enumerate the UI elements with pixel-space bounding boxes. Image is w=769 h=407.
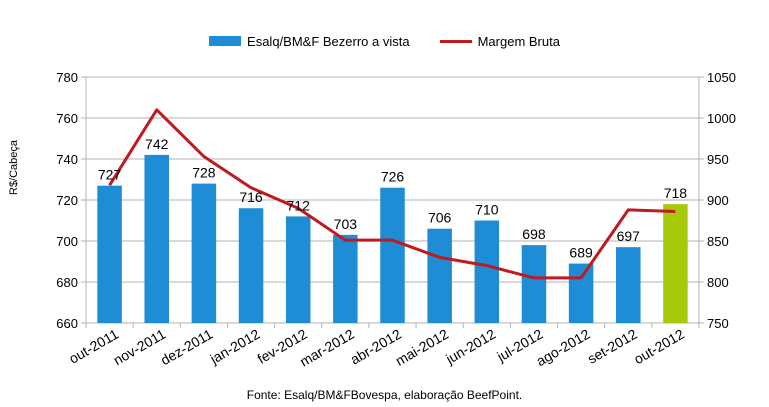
x-tick-label: set-2012 [585, 326, 640, 367]
x-tick-label: dez-2011 [158, 326, 216, 369]
bar [191, 183, 217, 323]
legend-bar-swatch [209, 36, 242, 46]
x-tick-label: out-2012 [631, 326, 687, 368]
bar [285, 216, 311, 323]
bar [97, 185, 122, 323]
bar-data-label: 712 [287, 197, 311, 213]
y2-tick-label: 800 [707, 275, 729, 290]
bar [521, 245, 547, 323]
series-line-margem-bruta [108, 108, 676, 280]
legend-item-bars: Esalq/BM&F Bezerro a vista [209, 34, 410, 49]
y-tick-label: 740 [56, 152, 78, 167]
bar-data-label: 697 [617, 228, 641, 244]
x-tick-label: ago-2012 [533, 326, 592, 370]
x-tick-label: mai-2012 [393, 326, 452, 369]
chart-legend: Esalq/BM&F Bezerro a vista Margem Bruta [0, 31, 769, 51]
legend-line-label: Margem Bruta [477, 33, 560, 49]
x-tick-label: jun-2012 [442, 326, 498, 368]
y2-tick-label: 850 [707, 234, 729, 249]
y-tick-label: 720 [56, 193, 78, 208]
legend-bar-label: Esalq/BM&F Bezerro a vista [247, 33, 410, 49]
bar [663, 204, 688, 323]
legend-line-swatch [439, 39, 472, 43]
bar-data-label: 703 [334, 216, 358, 232]
bar [616, 247, 641, 323]
bar-data-label: 698 [522, 226, 546, 242]
bar-data-label: 728 [192, 165, 216, 181]
bar-data-label: 742 [145, 136, 169, 152]
bar [238, 208, 264, 323]
bar-data-label: 689 [569, 245, 593, 261]
bar [144, 154, 169, 323]
y2-tick-label: 1000 [707, 111, 736, 126]
bar-data-label: 706 [428, 210, 452, 226]
x-tick-label: mar-2012 [297, 326, 357, 370]
y-tick-label: 680 [56, 275, 78, 290]
bar-data-label: 716 [239, 189, 263, 205]
bar [474, 220, 500, 323]
bar-data-label: 710 [475, 202, 499, 218]
bar-data-label: 726 [381, 169, 405, 185]
bar [427, 228, 452, 323]
bar [333, 234, 358, 323]
bar [568, 263, 594, 323]
legend-item-line: Margem Bruta [439, 33, 560, 49]
bar-data-label: 727 [98, 167, 122, 183]
y-tick-label: 660 [56, 316, 78, 331]
x-tick-label: nov-2011 [111, 326, 169, 369]
y2-tick-label: 900 [707, 193, 729, 208]
bar [380, 187, 405, 323]
source-note: Fonte: Esalq/BM&FBovespa, elaboração Bee… [246, 388, 523, 402]
y2-tick-label: 750 [707, 316, 729, 331]
bar-data-label: 718 [664, 185, 688, 201]
y2-tick-label: 950 [707, 152, 729, 167]
x-tick-label: jan-2012 [206, 326, 262, 368]
y2-tick-label: 1050 [707, 70, 736, 85]
y-tick-label: 700 [56, 234, 78, 249]
y-tick-label: 780 [56, 70, 78, 85]
y-tick-label: 760 [56, 111, 78, 126]
